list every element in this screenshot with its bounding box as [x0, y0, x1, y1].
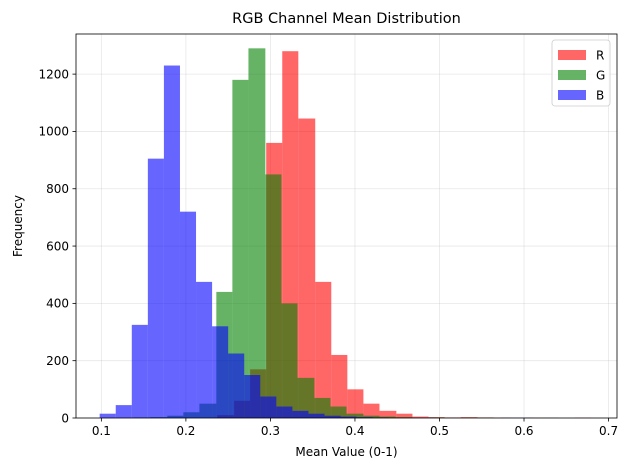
bar-B [99, 413, 116, 418]
bar-G [346, 413, 364, 418]
bar-B [308, 413, 325, 418]
x-tick-label: 0.4 [345, 424, 364, 438]
x-axis-ticks: 0.1 0.2 0.3 0.4 0.5 0.6 0.7 [92, 418, 618, 438]
bar-R [363, 403, 380, 418]
bar-G [248, 48, 266, 418]
bar-B [276, 406, 293, 418]
plot-frame [75, 33, 618, 419]
x-tick-label: 0.6 [514, 424, 533, 438]
x-tick-label: 0.1 [92, 424, 111, 438]
bar-R [379, 410, 397, 418]
y-tick-label: 600 [46, 239, 69, 253]
bar-G [232, 79, 249, 419]
bar-B [244, 375, 261, 418]
y-tick-label: 200 [46, 354, 69, 368]
legend-label-R: R [596, 49, 604, 63]
bar-G [281, 303, 298, 418]
x-tick-label: 0.3 [261, 424, 280, 438]
bar-R [412, 416, 429, 418]
bar-B [147, 158, 164, 418]
bar-G [314, 397, 331, 418]
legend: RGB [551, 39, 611, 107]
bar-B [324, 415, 341, 418]
x-tick-label: 0.5 [430, 424, 449, 438]
bar-G [395, 417, 413, 418]
x-tick-label: 0.2 [176, 424, 195, 438]
legend-label-G: G [596, 69, 605, 83]
histogram-bars [99, 48, 591, 419]
legend-label-B: B [596, 89, 604, 103]
bar-B [179, 211, 197, 418]
bar-G [379, 416, 396, 418]
bar-G [363, 415, 380, 418]
bar-R [396, 413, 413, 418]
y-axis-label: Frequency [11, 195, 25, 257]
y-tick-label: 1000 [38, 125, 69, 139]
bar-B [228, 353, 245, 418]
bar-B [131, 324, 148, 418]
x-tick-label: 0.7 [599, 424, 618, 438]
bar-R [460, 417, 478, 418]
bar-B [163, 65, 180, 418]
y-tick-label: 0 [61, 411, 69, 425]
series-B-bars [99, 65, 534, 418]
legend-swatch-B [558, 90, 586, 100]
bar-G [297, 377, 315, 418]
bar-G [330, 406, 347, 418]
bar-B [292, 410, 309, 418]
bar-B [340, 416, 357, 418]
x-axis-label: Mean Value (0-1) [295, 445, 397, 459]
legend-swatch-R [558, 50, 586, 60]
bar-G [265, 174, 282, 418]
series-G-bars [134, 48, 559, 419]
bar-B [212, 326, 229, 418]
y-tick-label: 800 [46, 182, 69, 196]
bar-B [356, 417, 373, 418]
bar-B [260, 396, 277, 418]
chart-title: RGB Channel Mean Distribution [232, 11, 461, 27]
y-axis-ticks: 0 200 400 600 800 1000 1200 [38, 67, 76, 425]
bar-R [331, 354, 348, 418]
bar-R [315, 281, 332, 418]
y-tick-label: 1200 [38, 67, 69, 81]
bar-B [196, 281, 213, 418]
bar-R [347, 389, 364, 418]
bar-B [115, 405, 132, 418]
bar-R [298, 118, 316, 418]
y-tick-label: 400 [46, 297, 69, 311]
legend-swatch-G [558, 70, 586, 80]
